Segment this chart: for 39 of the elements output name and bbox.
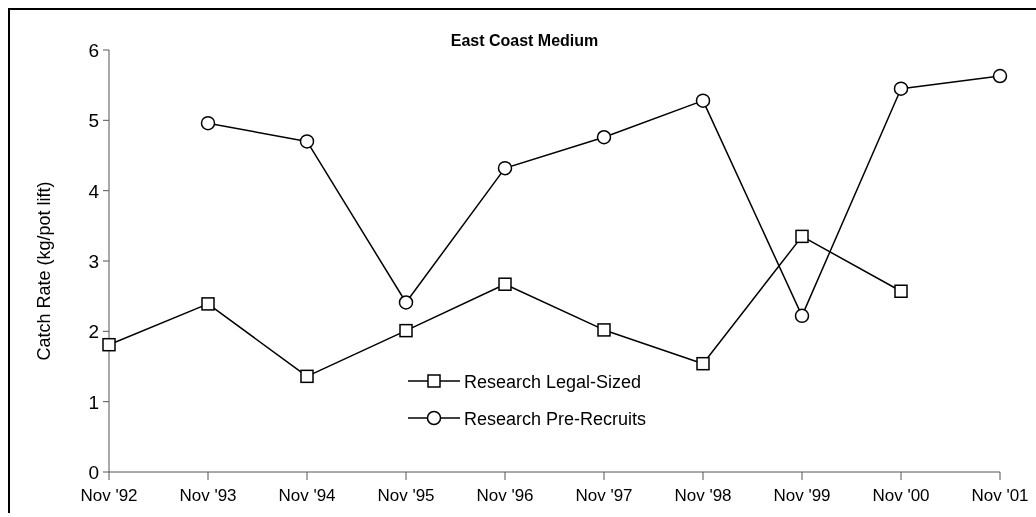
point <box>399 323 413 338</box>
point <box>299 134 315 149</box>
x-tick-label: Nov '99 <box>773 486 831 505</box>
x-tick-label: Nov '92 <box>80 486 138 505</box>
y-tick-label: 5 <box>88 110 99 132</box>
y-tick-label: 1 <box>88 391 99 413</box>
legend-label: Research Pre-Recruits <box>464 409 647 429</box>
point <box>696 356 710 371</box>
legend-label: Research Legal-Sized <box>464 372 642 392</box>
y-tick-label: 4 <box>88 180 100 202</box>
point <box>498 277 512 291</box>
x-tick-label: Nov '94 <box>278 486 336 505</box>
x-tick-label: Nov '97 <box>575 486 633 505</box>
point <box>893 81 909 96</box>
x-tick-label: Nov '98 <box>674 486 732 505</box>
point <box>201 297 215 311</box>
chart-title: East Coast Medium <box>450 32 599 49</box>
x-tick-label: Nov '95 <box>377 486 435 505</box>
point <box>398 295 414 310</box>
point <box>992 68 1008 84</box>
point <box>102 337 116 352</box>
point <box>597 323 611 337</box>
x-tick-label: Nov '01 <box>971 486 1029 505</box>
point <box>300 369 314 384</box>
point <box>497 160 513 176</box>
x-tick-label: Nov '00 <box>872 486 930 505</box>
point <box>596 129 612 145</box>
point <box>795 229 809 244</box>
y-axis-title: Catch Rate (kg/pot lift) <box>34 181 54 361</box>
x-tick-label: Nov '93 <box>179 486 237 505</box>
point <box>794 308 810 324</box>
y-tick-label: 0 <box>88 462 99 483</box>
y-tick-label: 6 <box>88 40 99 61</box>
y-tick-label: 2 <box>88 321 99 343</box>
point <box>200 115 216 131</box>
point <box>695 93 711 108</box>
x-tick-label: Nov '96 <box>476 486 534 505</box>
point <box>894 284 908 298</box>
y-tick-label: 3 <box>88 251 99 272</box>
